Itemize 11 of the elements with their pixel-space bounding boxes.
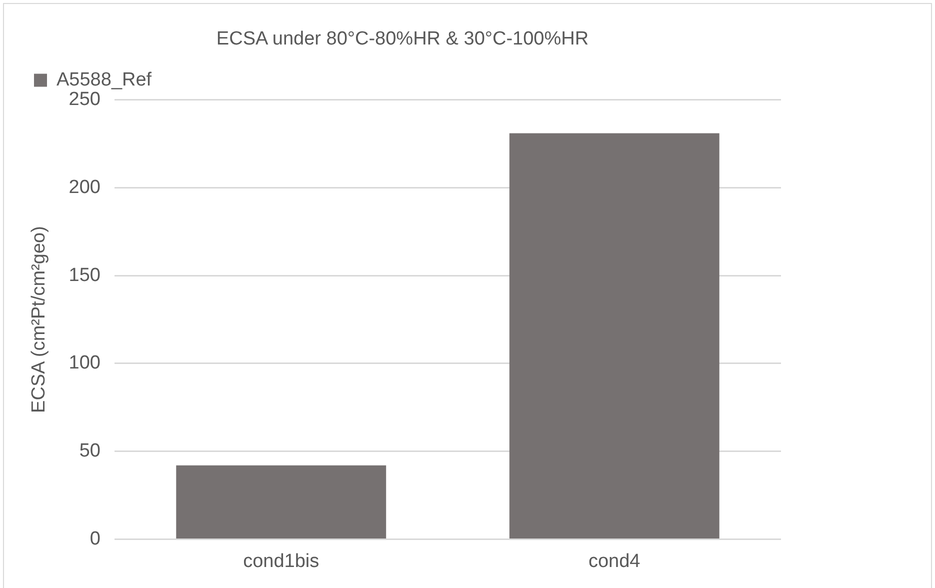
chart-title: ECSA under 80°C-80%HR & 30°C-100%HR <box>216 28 589 50</box>
y-tick-label: 200 <box>68 176 100 198</box>
legend-label: A5588_Ref <box>56 70 152 91</box>
y-tick-label: 0 <box>90 528 100 550</box>
y-tick-label: 250 <box>68 89 100 110</box>
x-tick-label: cond1bis <box>243 550 320 572</box>
y-tick-label: 100 <box>68 352 100 374</box>
y-tick-label: 50 <box>79 440 100 462</box>
y-tick-label: 150 <box>68 264 100 286</box>
x-tick-label: cond4 <box>588 550 641 572</box>
y-axis-title: ECSA (cm²Pt/cm²geo) <box>28 226 50 413</box>
